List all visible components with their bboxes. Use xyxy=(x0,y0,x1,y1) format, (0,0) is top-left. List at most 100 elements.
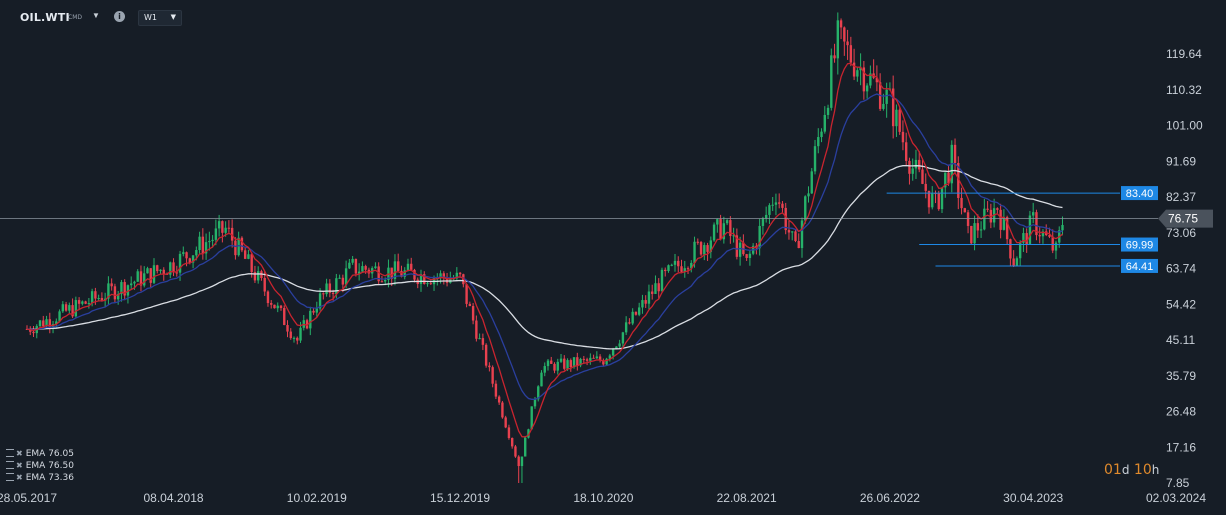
candle-body xyxy=(1028,215,1032,245)
candle-body xyxy=(234,240,237,256)
candle-body xyxy=(276,305,279,309)
indicator-legend: ✖ EMA 76.05 ✖ EMA 76.50 ✖ EMA 73.36 xyxy=(6,448,74,484)
candle-body xyxy=(826,107,830,115)
candle-body xyxy=(579,358,582,366)
indicator-label: EMA xyxy=(25,461,46,471)
candle-body xyxy=(201,236,205,254)
y-tick-label: 17.16 xyxy=(1166,440,1196,454)
candle-body xyxy=(429,283,432,285)
candle-body xyxy=(517,456,520,467)
level-label: 69.99 xyxy=(1126,240,1154,252)
indicator-label: EMA xyxy=(25,449,46,459)
candle-body xyxy=(325,283,328,295)
candle-body xyxy=(748,253,752,258)
candle-body xyxy=(84,301,87,304)
candle-body xyxy=(937,193,940,210)
candle-body xyxy=(986,208,989,210)
candle-body xyxy=(58,311,61,322)
candle-body xyxy=(859,67,862,71)
candle-body xyxy=(787,230,791,233)
candle-body xyxy=(940,187,944,210)
candle-body xyxy=(703,245,706,255)
settings-icon[interactable] xyxy=(6,472,14,481)
candle-body xyxy=(611,348,615,356)
candle-body xyxy=(882,103,885,109)
candle-body xyxy=(423,274,426,284)
candle-body xyxy=(953,144,957,164)
y-tick-label: 119.64 xyxy=(1166,47,1202,61)
candle-body xyxy=(1009,239,1012,259)
settings-icon[interactable] xyxy=(6,460,14,469)
candle-body xyxy=(484,344,488,366)
candle-body xyxy=(87,303,91,305)
candle-body xyxy=(820,131,823,138)
candle-body xyxy=(576,357,579,366)
candle-body xyxy=(777,202,781,204)
candle-body xyxy=(318,293,322,309)
y-tick-label: 7.85 xyxy=(1166,476,1190,490)
candle-body xyxy=(647,291,651,304)
y-tick-label: 45.11 xyxy=(1166,333,1195,347)
candle-body xyxy=(556,361,559,371)
candle-body xyxy=(458,272,462,275)
candle-body xyxy=(1038,235,1041,237)
candle-countdown: 01d 10h xyxy=(1104,462,1159,478)
candle-body xyxy=(891,88,895,127)
settings-icon[interactable] xyxy=(6,448,14,457)
candle-body xyxy=(1025,233,1028,245)
candle-body xyxy=(1041,231,1045,237)
candle-body xyxy=(944,172,947,188)
chevron-down-icon: ▼ xyxy=(170,13,176,21)
candle-body xyxy=(1035,212,1038,236)
candle-body xyxy=(1022,233,1025,243)
indicator-row: ✖ EMA 76.50 xyxy=(6,460,74,472)
candle-body xyxy=(550,360,553,364)
candle-body xyxy=(833,55,836,59)
candle-body xyxy=(598,356,602,361)
candle-body xyxy=(130,283,133,286)
x-tick-label: 26.06.2022 xyxy=(860,491,920,505)
candle-body xyxy=(540,372,543,387)
candle-body xyxy=(55,321,58,325)
indicator-label: EMA xyxy=(25,473,46,483)
candle-body xyxy=(400,270,403,277)
candle-body xyxy=(471,306,475,321)
y-tick-label: 35.79 xyxy=(1166,369,1196,383)
candle-body xyxy=(817,137,820,147)
symbol-name[interactable]: OIL.WTI xyxy=(20,11,70,24)
candle-body xyxy=(921,169,924,184)
candle-body xyxy=(693,241,696,263)
candle-body xyxy=(856,70,859,77)
candle-body xyxy=(48,319,51,327)
candle-body xyxy=(169,262,172,275)
chart-toolbar: OIL.WTI CMD ▼ i W1 ▼ xyxy=(0,0,1226,34)
timeframe-select[interactable]: W1 ▼ xyxy=(138,10,182,26)
candle-body xyxy=(172,262,175,273)
candle-body xyxy=(501,402,504,418)
current-price-label: 76.75 xyxy=(1168,212,1198,226)
y-tick-label: 82.37 xyxy=(1166,190,1196,204)
info-icon[interactable]: i xyxy=(114,11,125,22)
candle-body xyxy=(966,212,970,226)
candle-body xyxy=(595,356,599,359)
candle-body xyxy=(657,283,660,292)
close-icon[interactable]: ✖ xyxy=(16,473,23,482)
candle-body xyxy=(305,320,309,329)
candle-body xyxy=(911,168,914,174)
candle-body xyxy=(947,172,950,184)
candle-body xyxy=(71,305,74,317)
chevron-down-icon[interactable]: ▼ xyxy=(92,11,100,20)
candle-body xyxy=(143,273,146,286)
candle-body xyxy=(963,208,967,213)
candle-body xyxy=(918,159,921,170)
close-icon[interactable]: ✖ xyxy=(16,449,23,458)
candle-body xyxy=(397,261,400,271)
candle-body xyxy=(797,241,800,249)
y-tick-label: 26.48 xyxy=(1166,405,1196,419)
candle-body xyxy=(426,283,429,285)
candle-body xyxy=(410,263,413,270)
candle-body xyxy=(559,358,563,362)
candle-body xyxy=(494,383,498,397)
close-icon[interactable]: ✖ xyxy=(16,461,23,470)
